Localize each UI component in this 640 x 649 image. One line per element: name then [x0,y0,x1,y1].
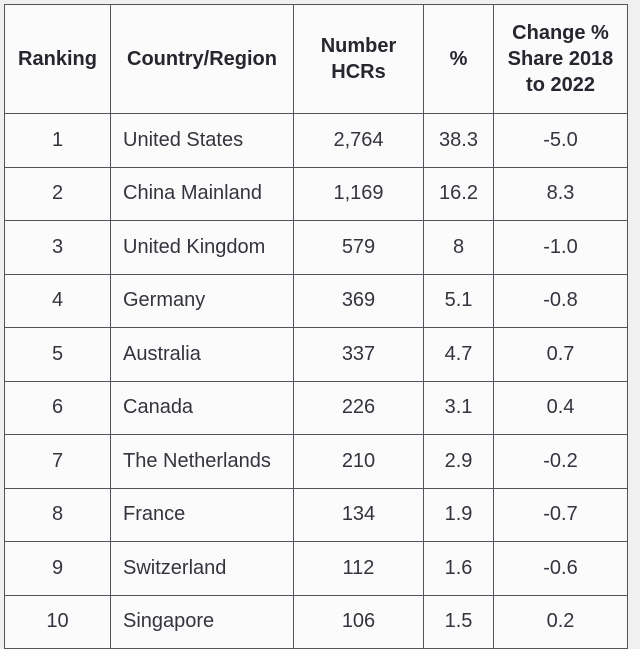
cell-percent: 2.9 [423,434,494,489]
table-row: 7 The Netherlands 210 2.9 -0.2 [4,434,628,489]
header-change-share: Change % Share 2018 to 2022 [493,4,628,114]
cell-country: China Mainland [110,166,294,221]
table-header-row: Ranking Country/Region Number HCRs % Cha… [4,4,628,114]
cell-change: 0.4 [493,380,628,435]
cell-country: France [110,487,294,542]
cell-number-hcrs: 2,764 [293,113,424,168]
cell-country: United Kingdom [110,220,294,275]
table-row: 9 Switzerland 112 1.6 -0.6 [4,541,628,596]
header-country-region: Country/Region [110,4,294,114]
cell-change: -5.0 [493,113,628,168]
cell-number-hcrs: 579 [293,220,424,275]
cell-number-hcrs: 337 [293,327,424,382]
cell-percent: 4.7 [423,327,494,382]
cell-number-hcrs: 106 [293,594,424,649]
cell-change: 8.3 [493,166,628,221]
cell-number-hcrs: 369 [293,273,424,328]
cell-change: -1.0 [493,220,628,275]
cell-percent: 3.1 [423,380,494,435]
table-row: 3 United Kingdom 579 8 -1.0 [4,220,628,275]
header-percent: % [423,4,494,114]
cell-ranking: 10 [4,594,111,649]
cell-ranking: 8 [4,487,111,542]
cell-change: -0.8 [493,273,628,328]
cell-percent: 38.3 [423,113,494,168]
cell-country: The Netherlands [110,434,294,489]
cell-ranking: 5 [4,327,111,382]
cell-percent: 1.9 [423,487,494,542]
cell-percent: 8 [423,220,494,275]
cell-number-hcrs: 1,169 [293,166,424,221]
table-row: 2 China Mainland 1,169 16.2 8.3 [4,166,628,221]
cell-change: 0.7 [493,327,628,382]
cell-ranking: 1 [4,113,111,168]
table-row: 8 France 134 1.9 -0.7 [4,487,628,542]
cell-change: -0.2 [493,434,628,489]
table-row: 10 Singapore 106 1.5 0.2 [4,594,628,649]
cell-number-hcrs: 134 [293,487,424,542]
cell-change: -0.7 [493,487,628,542]
cell-ranking: 2 [4,166,111,221]
cell-country: Singapore [110,594,294,649]
cell-number-hcrs: 210 [293,434,424,489]
cell-country: Australia [110,327,294,382]
cell-percent: 5.1 [423,273,494,328]
cell-change: -0.6 [493,541,628,596]
cell-percent: 16.2 [423,166,494,221]
header-number-hcrs: Number HCRs [293,4,424,114]
hcr-ranking-table: Ranking Country/Region Number HCRs % Cha… [4,4,628,649]
table-row: 5 Australia 337 4.7 0.7 [4,327,628,382]
cell-percent: 1.6 [423,541,494,596]
cell-number-hcrs: 226 [293,380,424,435]
cell-ranking: 7 [4,434,111,489]
table-row: 4 Germany 369 5.1 -0.8 [4,273,628,328]
cell-country: United States [110,113,294,168]
cell-ranking: 3 [4,220,111,275]
cell-country: Switzerland [110,541,294,596]
cell-change: 0.2 [493,594,628,649]
cell-country: Canada [110,380,294,435]
cell-ranking: 4 [4,273,111,328]
cell-country: Germany [110,273,294,328]
table-row: 1 United States 2,764 38.3 -5.0 [4,113,628,168]
cell-ranking: 9 [4,541,111,596]
cell-number-hcrs: 112 [293,541,424,596]
header-ranking: Ranking [4,4,111,114]
table-row: 6 Canada 226 3.1 0.4 [4,380,628,435]
cell-ranking: 6 [4,380,111,435]
cell-percent: 1.5 [423,594,494,649]
